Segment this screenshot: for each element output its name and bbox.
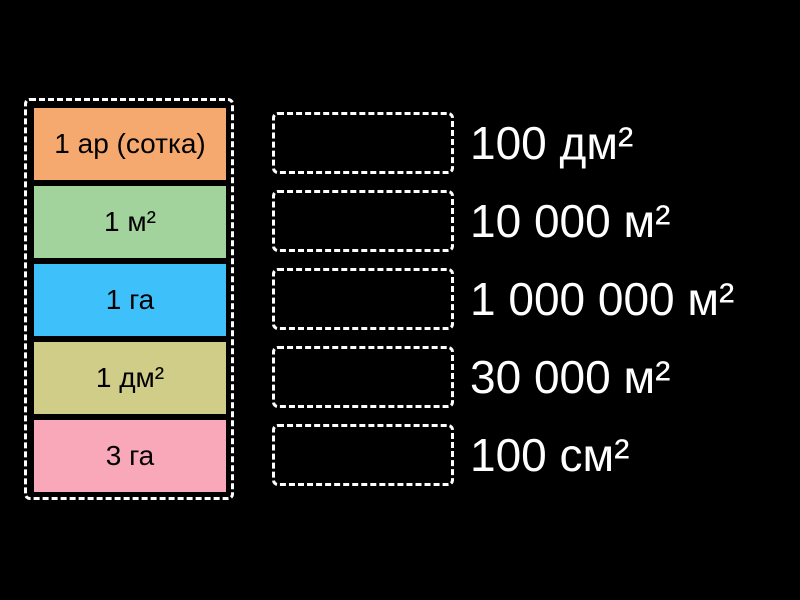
drag-card-5[interactable]: 3 га (34, 420, 226, 492)
drag-card-2[interactable]: 1 м² (34, 186, 226, 258)
answer-label-2: 10 000 м² (470, 195, 671, 247)
drag-card-4[interactable]: 1 дм² (34, 342, 226, 414)
answer-label-3: 1 000 000 м² (470, 273, 735, 325)
drag-card-3[interactable]: 1 га (34, 264, 226, 336)
drag-card-1[interactable]: 1 ар (сотка) (34, 108, 226, 180)
answer-label-4: 30 000 м² (470, 351, 671, 403)
drop-slot-3[interactable] (272, 268, 454, 330)
drop-slot-4[interactable] (272, 346, 454, 408)
answer-label-1: 100 дм² (470, 117, 634, 169)
answer-label-5: 100 см² (470, 429, 630, 481)
card-tray (24, 98, 234, 500)
drop-slot-5[interactable] (272, 424, 454, 486)
drop-slot-1[interactable] (272, 112, 454, 174)
drop-slot-2[interactable] (272, 190, 454, 252)
